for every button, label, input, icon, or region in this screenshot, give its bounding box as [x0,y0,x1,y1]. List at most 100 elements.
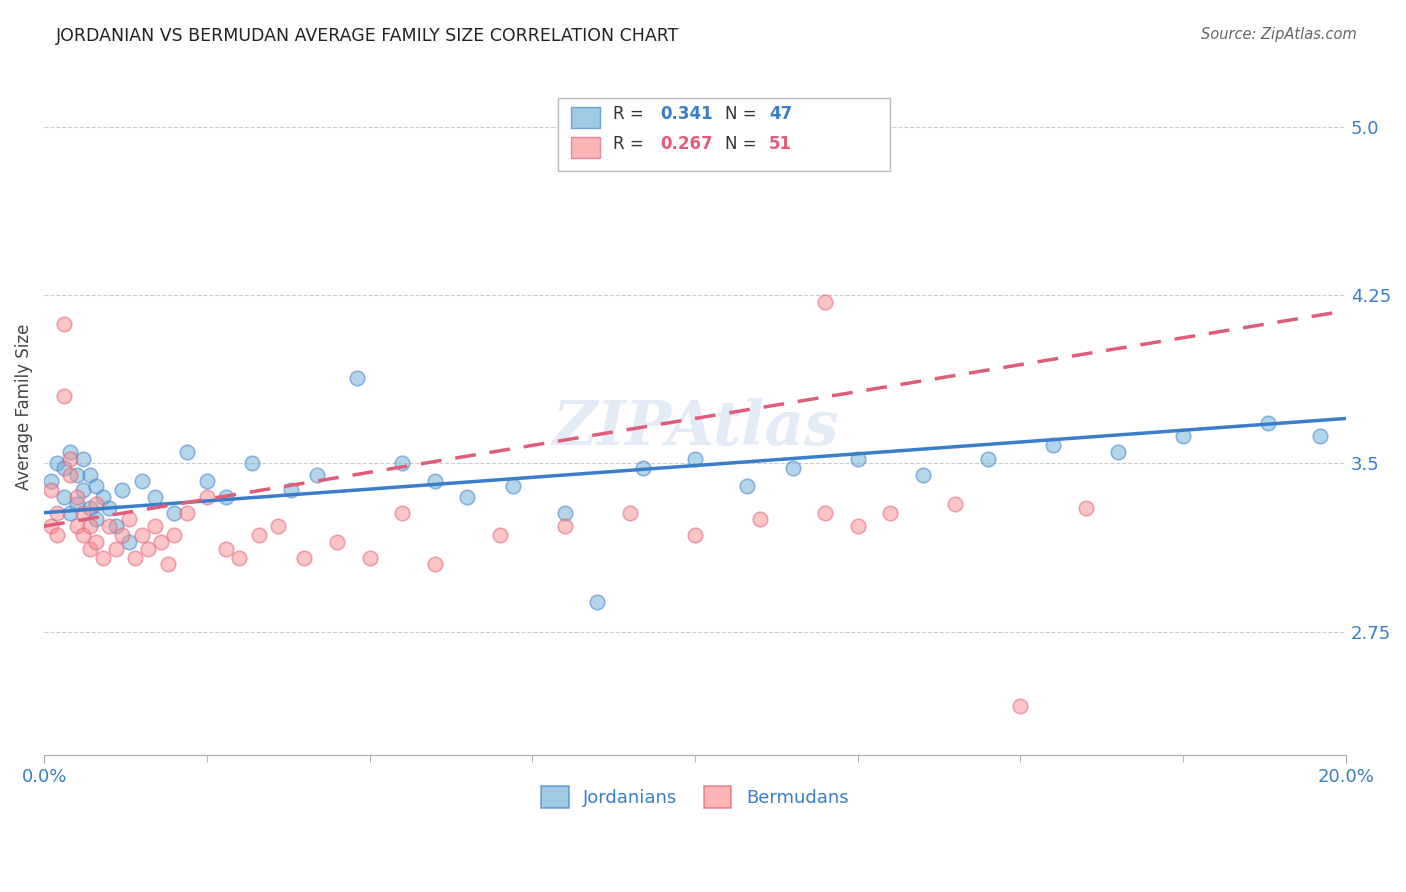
Point [307,467,329,482]
Text: N =: N = [725,136,762,153]
Point [423,558,446,572]
Point [326,534,349,549]
Point [131,528,153,542]
Point [104,541,127,556]
Point [131,475,153,489]
Point [586,595,609,609]
Point [554,506,576,520]
Point [749,512,772,526]
Point [195,490,218,504]
Point [215,490,238,504]
Point [488,528,510,542]
Point [72,528,94,542]
Point [98,519,121,533]
Point [111,528,134,542]
Point [846,451,869,466]
Point [104,519,127,533]
Point [156,558,179,572]
Point [176,506,198,520]
Point [163,506,186,520]
Point [391,506,413,520]
Point [943,497,966,511]
Point [52,318,75,332]
Point [911,467,934,482]
Text: 51: 51 [769,136,792,153]
Point [124,550,146,565]
Point [66,490,89,504]
Point [280,483,302,498]
Y-axis label: Average Family Size: Average Family Size [15,324,32,491]
Point [1257,416,1279,430]
Point [84,479,107,493]
Point [359,550,381,565]
Point [39,475,62,489]
Point [66,497,89,511]
Point [79,541,101,556]
Point [977,451,1000,466]
Point [91,490,114,504]
Point [66,467,89,482]
Point [79,467,101,482]
Point [79,501,101,516]
Point [84,497,107,511]
Point [619,506,641,520]
Point [782,460,804,475]
Point [111,483,134,498]
Text: ZIPAtlas: ZIPAtlas [551,398,838,458]
Point [72,483,94,498]
Point [814,294,837,309]
Point [423,475,446,489]
Point [39,519,62,533]
Point [228,550,250,565]
Point [846,519,869,533]
Point [1042,438,1064,452]
Point [294,550,316,565]
Point [1074,501,1097,516]
Point [46,528,69,542]
Point [46,456,69,470]
Point [1010,698,1032,713]
Point [143,519,166,533]
Text: Source: ZipAtlas.com: Source: ZipAtlas.com [1201,27,1357,42]
Text: N =: N = [725,105,762,123]
Point [1309,429,1331,443]
Point [735,479,758,493]
Text: R =: R = [613,136,650,153]
Point [59,445,82,459]
Point [98,501,121,516]
Point [84,512,107,526]
Bar [571,137,600,159]
Text: 0.341: 0.341 [659,105,713,123]
Point [242,456,264,470]
Point [59,467,82,482]
Legend: Jordanians, Bermudans: Jordanians, Bermudans [534,779,856,815]
Text: 47: 47 [769,105,793,123]
Point [456,490,478,504]
Point [391,456,413,470]
FancyBboxPatch shape [558,98,890,171]
Point [150,534,173,549]
Text: JORDANIAN VS BERMUDAN AVERAGE FAMILY SIZE CORRELATION CHART: JORDANIAN VS BERMUDAN AVERAGE FAMILY SIZ… [56,27,679,45]
Point [84,534,107,549]
Bar [571,107,600,128]
Point [631,460,654,475]
Point [79,519,101,533]
Point [267,519,290,533]
Point [72,451,94,466]
Point [346,371,368,385]
Point [195,475,218,489]
Point [554,519,576,533]
Point [247,528,270,542]
Text: R =: R = [613,105,650,123]
Point [502,479,524,493]
Point [39,483,62,498]
Point [52,389,75,403]
Point [143,490,166,504]
Text: 0.267: 0.267 [659,136,713,153]
Point [52,460,75,475]
Point [91,550,114,565]
Point [1107,445,1129,459]
Point [118,534,141,549]
Point [683,451,706,466]
Point [814,506,837,520]
